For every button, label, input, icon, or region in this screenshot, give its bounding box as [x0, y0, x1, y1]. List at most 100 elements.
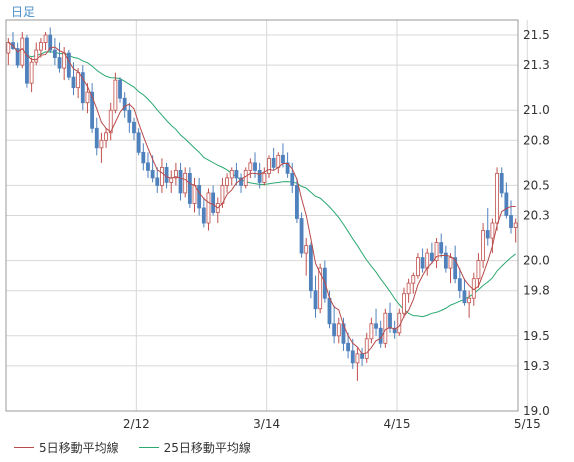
candle-body: [388, 312, 392, 329]
y-tick-label: 20.3: [523, 209, 550, 223]
candle-body: [392, 327, 397, 334]
candle-body: [118, 79, 122, 99]
candle-body: [448, 257, 453, 269]
candle-body: [504, 192, 509, 216]
candle-body: [304, 245, 309, 254]
x-tick-label: 4/15: [384, 417, 411, 431]
candle-body: [178, 169, 183, 194]
candle-body: [509, 215, 513, 228]
candle-body: [183, 172, 188, 194]
candle-body: [467, 297, 472, 304]
candle-body: [94, 127, 99, 149]
legend: 5日移動平均線 25日移動平均線: [0, 433, 574, 462]
y-tick-label: 19.8: [523, 284, 550, 298]
candle-body: [71, 76, 76, 89]
candle-body: [85, 91, 90, 104]
candle-body: [336, 323, 341, 337]
candle-body: [308, 245, 313, 292]
candle-body: [327, 297, 332, 325]
legend-line-ma25: [138, 447, 159, 448]
candle-body: [429, 252, 434, 262]
candle-body: [141, 151, 146, 164]
candle-body: [20, 37, 25, 66]
candle-body: [132, 121, 136, 134]
candle-body: [383, 312, 388, 344]
ma5-series: [8, 42, 516, 355]
y-tick-label: 21.0: [523, 103, 550, 117]
candle-body: [439, 242, 444, 254]
candle-body: [146, 162, 150, 171]
candle-body: [80, 72, 85, 104]
period-label: 日足: [11, 5, 36, 19]
candle-body: [90, 91, 95, 129]
candle-body: [66, 52, 71, 78]
candle-body: [299, 218, 304, 254]
candle-body: [225, 177, 230, 186]
legend-label-ma25: 25日移動平均線: [163, 441, 251, 455]
y-tick-label: 20.0: [523, 254, 550, 268]
candle-body: [411, 275, 416, 284]
candle-body: [52, 49, 57, 58]
candle-body: [104, 132, 108, 141]
candle-body: [374, 323, 378, 329]
candle-body: [276, 154, 281, 168]
candle-body: [99, 139, 104, 149]
candle-body: [416, 257, 420, 277]
candle-body: [150, 169, 155, 179]
candle-body: [285, 162, 290, 174]
candle-body: [476, 260, 481, 280]
candle-body: [201, 207, 206, 224]
candle-body: [457, 278, 462, 292]
candle-body: [173, 169, 178, 179]
candle-body: [443, 252, 448, 269]
candle-body: [281, 154, 285, 164]
candle-body: [197, 185, 202, 209]
candle-body: [136, 132, 141, 153]
candle-body: [48, 34, 53, 51]
y-tick-label: 21.5: [523, 28, 550, 42]
candle-body: [229, 169, 234, 179]
ma5-line: [8, 42, 516, 355]
y-axis-ticks: 21.5 21.3 21.0 20.8 20.5 20.3 20.0 19.8 19.5 19.3…: [523, 28, 550, 418]
candle-body: [248, 162, 253, 171]
candle-body: [239, 177, 243, 186]
candle-body: [234, 169, 239, 179]
candle-body: [6, 42, 11, 54]
candle-body: [271, 157, 276, 168]
candle-body: [243, 169, 248, 186]
candle-body: [402, 293, 406, 314]
candle-body: [481, 230, 486, 262]
candle-body: [127, 109, 132, 123]
chart-background: [0, 0, 574, 433]
candle-body: [267, 157, 271, 174]
candle-body: [164, 166, 169, 183]
candle-body: [434, 242, 439, 262]
x-tick-label: 2/12: [123, 417, 150, 431]
candle-body: [257, 169, 262, 183]
candle-body: [360, 353, 364, 359]
candle-body: [192, 185, 197, 204]
candle-body: [369, 323, 374, 340]
candle-body: [490, 222, 495, 239]
candle-body: [350, 350, 355, 364]
candle-body: [485, 230, 490, 239]
candle-body: [420, 257, 425, 269]
candle-body: [113, 79, 118, 111]
candle-body: [453, 257, 458, 280]
candle-body: [211, 192, 216, 213]
candle-body: [364, 338, 369, 359]
ma25-line: [8, 42, 516, 318]
candle-body: [290, 172, 295, 186]
candle-body: [155, 177, 160, 186]
x-tick-label: 5/15: [514, 417, 541, 431]
candle-body: [355, 353, 360, 364]
candle-body: [462, 290, 467, 304]
candle-body: [332, 323, 337, 337]
y-tick-label: 21.3: [523, 58, 550, 72]
legend-line-ma5: [14, 447, 34, 448]
y-tick-label: 19.3: [523, 359, 550, 373]
y-tick-label: 19.0: [523, 404, 550, 418]
candle-body: [29, 61, 34, 84]
y-tick-label: 19.5: [523, 329, 550, 343]
candle-body: [495, 172, 499, 224]
